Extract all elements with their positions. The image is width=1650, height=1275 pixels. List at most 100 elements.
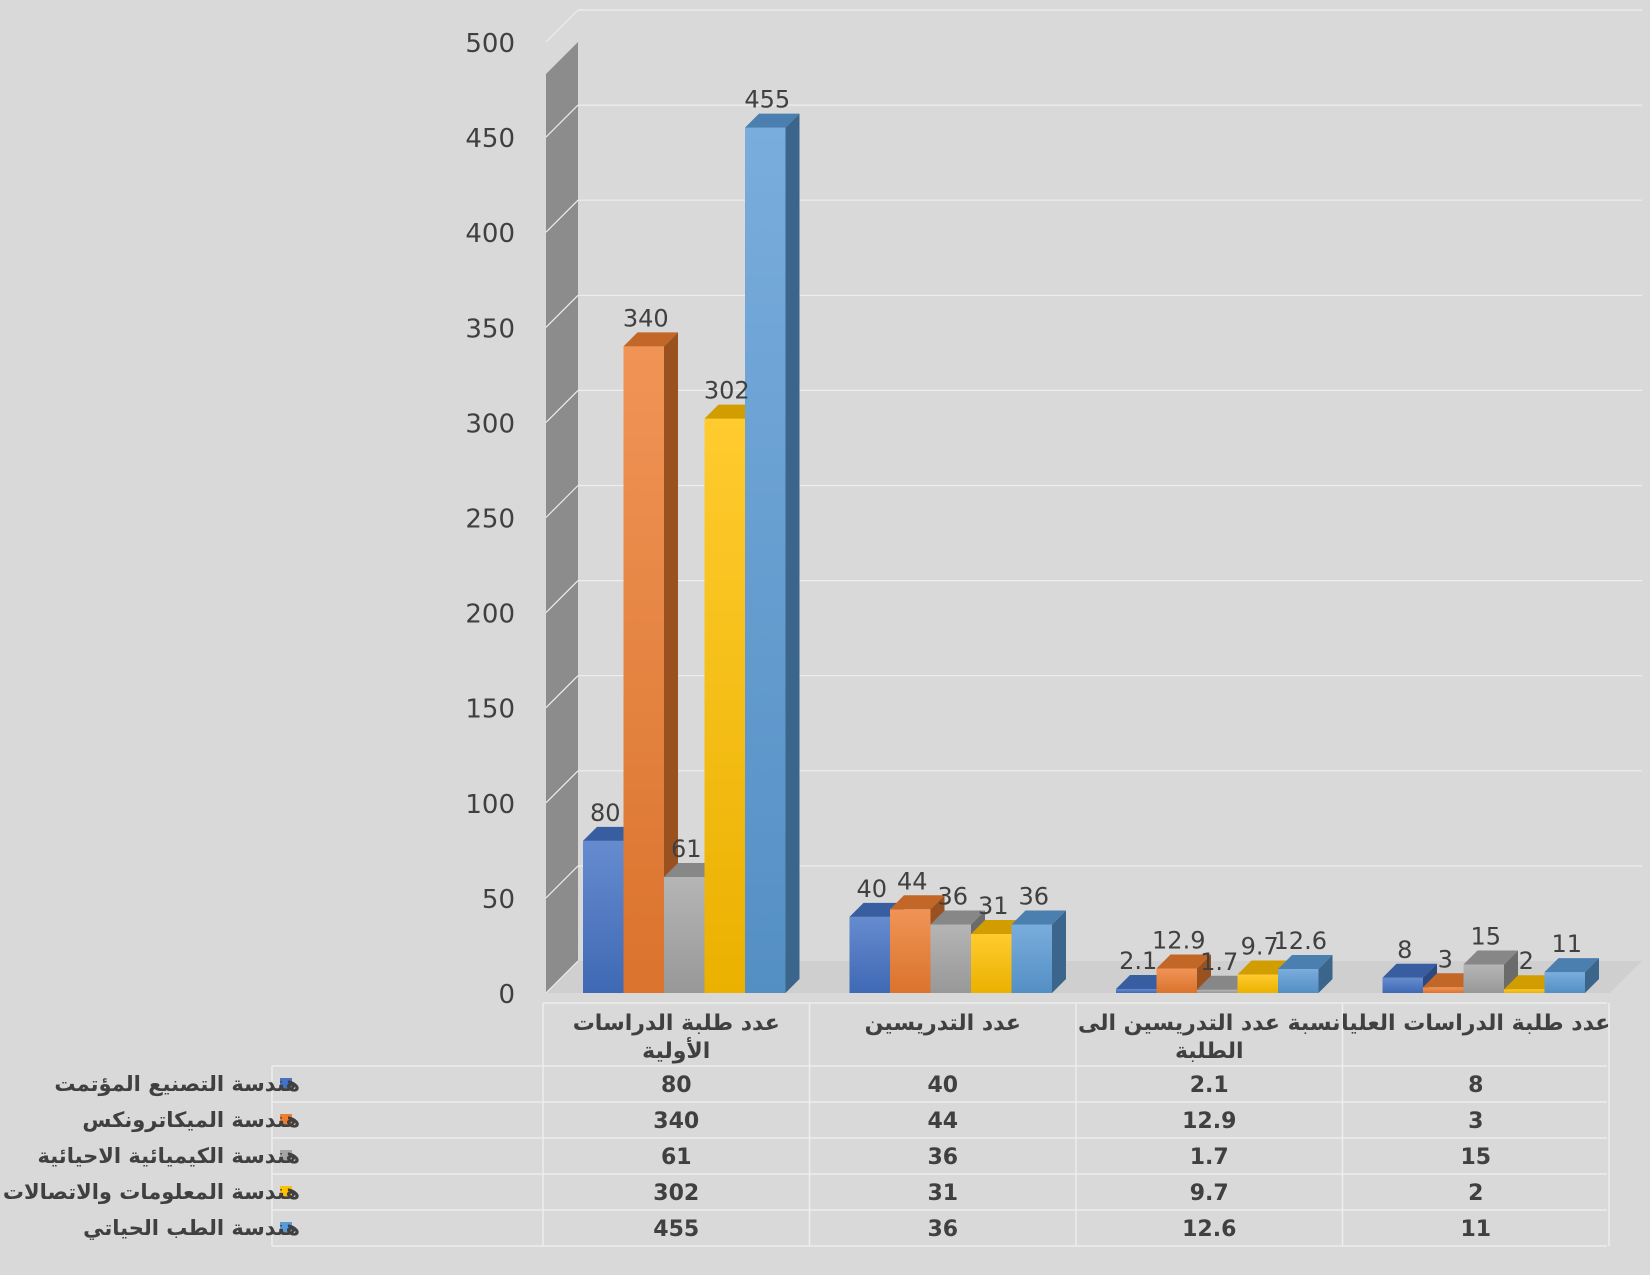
data-label: 2.1 (1119, 947, 1157, 975)
bar-front (930, 924, 971, 993)
data-label: 15 (1470, 922, 1501, 950)
y-tick-label: 0 (498, 980, 515, 1010)
data-label: 455 (744, 86, 790, 114)
wall-gridline (545, 865, 579, 899)
bar-front (1116, 989, 1157, 993)
data-label: 36 (1018, 883, 1049, 911)
legend-key (280, 1114, 292, 1126)
bar (1544, 958, 1599, 993)
bar (1278, 955, 1333, 993)
table-value: 12.9 (1182, 1109, 1236, 1134)
bar-side (664, 332, 678, 993)
bar-front (1382, 977, 1423, 993)
wall-gridline (545, 580, 579, 614)
wall-gridline (545, 9, 579, 43)
y-tick-label: 50 (482, 885, 515, 915)
bar-front (1463, 964, 1504, 993)
table-value: 2 (1468, 1181, 1483, 1206)
y-tick-label: 150 (465, 695, 515, 725)
bar (1382, 963, 1437, 993)
bar-front (664, 876, 705, 993)
bar-front (745, 127, 786, 994)
bar-top (890, 895, 945, 910)
y-tick-label: 350 (465, 314, 515, 344)
table-value: 8 (1468, 1073, 1483, 1098)
wall-gridline (545, 960, 579, 994)
bar-front (890, 909, 931, 993)
category-label: عدد طلبة الدراسات (573, 1011, 780, 1036)
data-label: 31 (978, 892, 1009, 920)
bar-side (1585, 958, 1599, 993)
data-label: 340 (623, 304, 669, 332)
y-tick-label: 500 (465, 29, 515, 59)
y-tick-label: 450 (465, 124, 515, 154)
data-label: 302 (704, 377, 750, 405)
table-value: 1.7 (1190, 1145, 1229, 1170)
wall-gridline (545, 675, 579, 709)
data-label: 40 (856, 875, 887, 903)
table-value: 15 (1460, 1145, 1491, 1170)
bar (1156, 954, 1211, 993)
chart-walls (546, 42, 1642, 993)
bar-front (704, 418, 745, 993)
data-label: 12.6 (1274, 927, 1327, 955)
wall-gridline (545, 389, 579, 423)
bar-side (1197, 954, 1211, 993)
table-value: 11 (1460, 1217, 1491, 1242)
legend-key (280, 1150, 292, 1162)
bar-front (1278, 969, 1319, 993)
bar-front (849, 916, 890, 993)
table-value: 302 (653, 1181, 699, 1206)
table-value: 44 (927, 1109, 958, 1134)
bar-top (745, 113, 800, 128)
legend-label: هندسة الكيميائية الاحيائية (38, 1144, 301, 1168)
table-value: 31 (927, 1181, 958, 1206)
bar-top (1011, 910, 1066, 925)
bar-front (583, 840, 624, 993)
bar-top (1544, 958, 1599, 973)
legend-label: هندسة الميكاترونكس (82, 1108, 300, 1132)
bar-front (1011, 924, 1052, 993)
y-tick-label: 300 (465, 409, 515, 439)
bar (745, 113, 800, 994)
bar-top (1278, 955, 1333, 970)
bar-front (1237, 974, 1278, 993)
y-tick-label: 100 (465, 790, 515, 820)
legend-label: هندسة المعلومات والاتصالات (3, 1180, 300, 1204)
data-label: 3 (1438, 945, 1453, 973)
bar-top (623, 332, 678, 347)
data-label: 80 (590, 799, 621, 827)
table-value: 3 (1468, 1109, 1483, 1134)
table-value: 61 (661, 1145, 692, 1170)
wall-gridline (545, 104, 579, 138)
bar-front (971, 934, 1012, 993)
bar (1011, 910, 1066, 993)
table-value: 40 (927, 1073, 958, 1098)
y-axis-ticks: 0 50 100 150 200 250 300 350 400 450 500 (465, 29, 515, 1010)
y-tick-label: 200 (465, 600, 515, 630)
bar-side (785, 113, 800, 994)
data-labels: 80 340 61 302 455 40 44 36 31 36 2.112.91.79.712.6… (590, 86, 1582, 976)
data-label: 9.7 (1241, 933, 1279, 961)
bar-top (1382, 963, 1437, 978)
table-value: 36 (927, 1217, 958, 1242)
category-label: نسبة عدد التدريسين الى (1078, 1011, 1341, 1036)
legend-key (280, 1186, 292, 1198)
table-value: 9.7 (1190, 1181, 1229, 1206)
bar-front (1197, 989, 1238, 993)
data-label: 1.7 (1200, 948, 1238, 976)
data-label: 12.9 (1152, 926, 1205, 954)
floor (546, 961, 1642, 993)
wall-gridline (545, 485, 579, 518)
data-label: 44 (897, 867, 928, 895)
legend-key (280, 1078, 292, 1090)
bar-top (1463, 950, 1518, 965)
legend-key (280, 1222, 292, 1234)
wall-gridline (545, 294, 579, 328)
category-label: عدد طلبة الدراسات العليا (1341, 1011, 1610, 1036)
bar (623, 332, 678, 993)
bar-front (1423, 987, 1464, 993)
data-label: 36 (937, 883, 968, 911)
